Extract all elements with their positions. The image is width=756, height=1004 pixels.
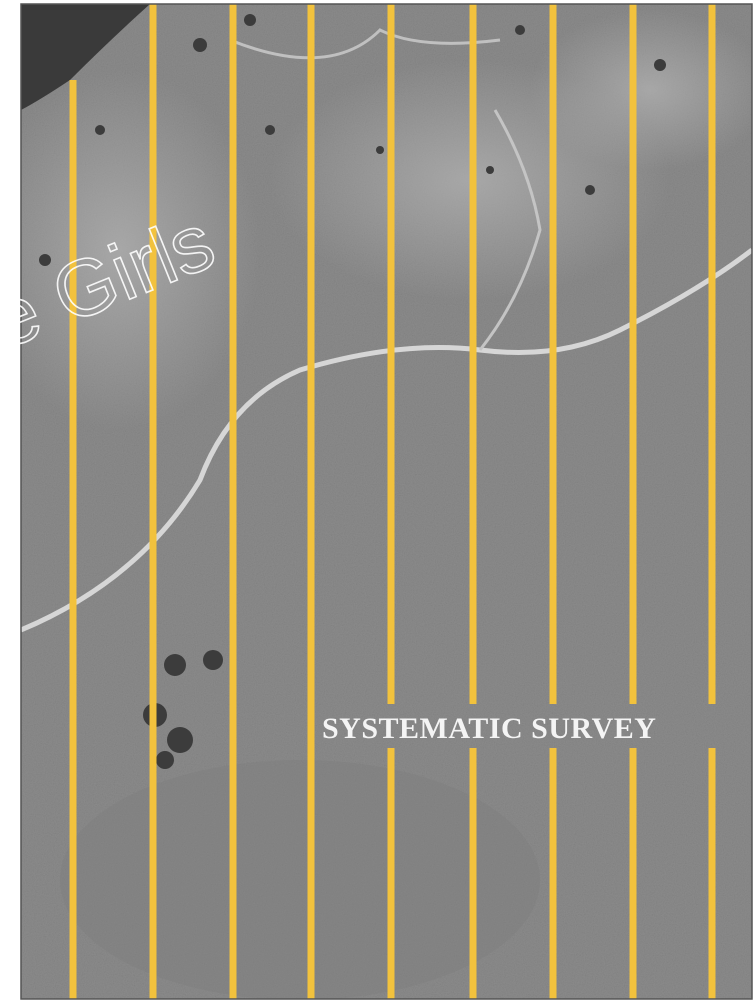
aerial-photo: SYSTEMATIC SURVEY [21,4,752,999]
survey-label: SYSTEMATIC SURVEY [322,712,656,745]
trees [39,14,666,769]
frame-border [20,3,753,1000]
transect-lines [69,4,716,999]
